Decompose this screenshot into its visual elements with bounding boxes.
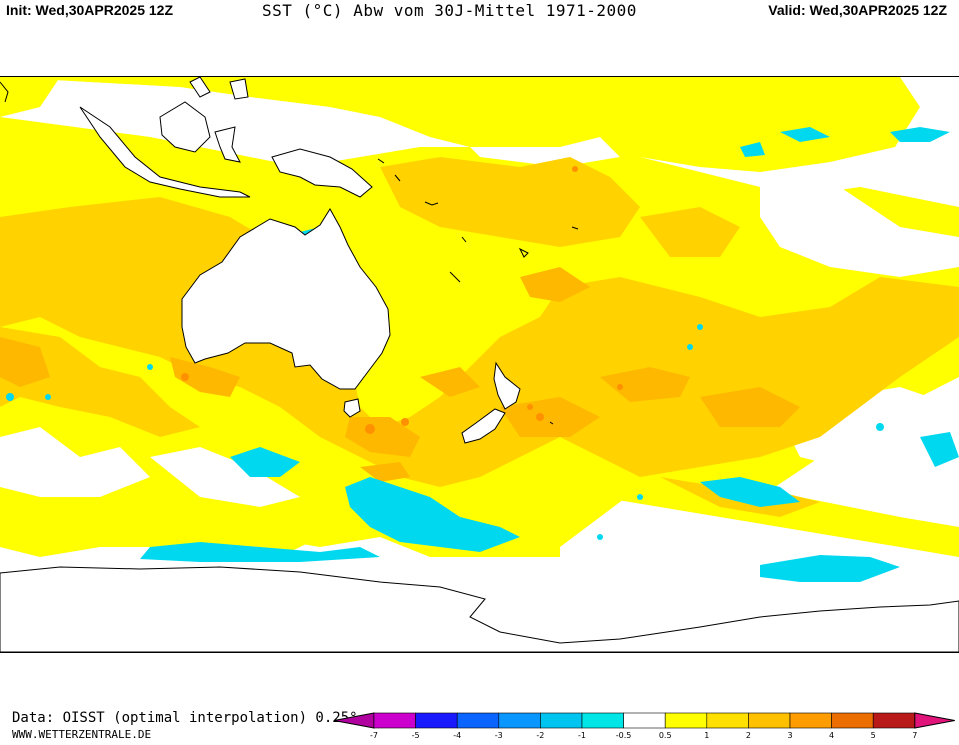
legend-swatch — [415, 712, 458, 729]
color-legend: -7 -5 -4 -3 -2 -1 -0.5 0.5 1 2 3 4 5 7 — [330, 711, 959, 741]
indonesia-landmass — [79, 106, 251, 198]
legend-tick-label: -4 — [453, 731, 461, 740]
legend-swatch — [498, 712, 541, 729]
legend-swatch — [706, 712, 749, 729]
legend-swatch — [789, 712, 832, 729]
legend-tick-label: 4 — [829, 731, 834, 740]
legend-tick-label: -0.5 — [616, 731, 632, 740]
legend-tick-label: -3 — [495, 731, 503, 740]
legend-tick-label: 0.5 — [659, 731, 672, 740]
legend-swatch — [623, 712, 666, 729]
legend-tick-label: -1 — [578, 731, 586, 740]
legend-swatch — [748, 712, 791, 729]
legend-swatch — [373, 712, 416, 729]
legend-tick-label: 5 — [871, 731, 876, 740]
anomaly-warm-very-strong — [181, 166, 623, 434]
new-guinea-landmass — [271, 148, 373, 198]
legend-tick-label: -5 — [412, 731, 420, 740]
data-source: Data: OISST (optimal interpolation) 0.25… — [12, 710, 358, 726]
website-credit: WWW.WETTERZENTRALE.DE — [12, 728, 152, 741]
pacific-islands — [0, 81, 579, 425]
legend-swatch — [664, 712, 708, 729]
land-masses — [0, 77, 959, 652]
map-canvas — [0, 77, 959, 652]
australia-landmass — [181, 208, 391, 390]
legend-tick-label: 1 — [704, 731, 709, 740]
sst-anomaly-map — [0, 76, 959, 653]
valid-time: Valid: Wed,30APR2025 12Z — [768, 2, 947, 18]
new-zealand-north-island — [493, 361, 521, 410]
antarctica-landmass — [0, 566, 959, 652]
tasmania-landmass — [343, 398, 361, 418]
legend-arrow-min — [333, 712, 375, 729]
legend-tick-label: 3 — [787, 731, 792, 740]
anomaly-warm-strong — [0, 267, 800, 482]
legend-swatch — [831, 712, 874, 729]
sulawesi-landmass — [214, 126, 241, 163]
legend-tick-label: 7 — [912, 731, 917, 740]
legend-swatch — [581, 712, 624, 729]
legend-bar: -7 -5 -4 -3 -2 -1 -0.5 0.5 1 2 3 4 5 7 — [333, 712, 955, 740]
legend-tick-label: -2 — [536, 731, 544, 740]
legend-arrow-max — [914, 712, 955, 729]
legend-swatch — [540, 712, 583, 729]
legend-swatch — [872, 712, 916, 729]
legend-tick-label: -7 — [370, 731, 378, 740]
map-title: SST (°C) Abw vom 30J-Mittel 1971-2000 — [262, 1, 637, 20]
borneo-landmass — [159, 101, 211, 153]
legend-tick-label: 2 — [746, 731, 751, 740]
new-zealand-south-island — [461, 408, 506, 444]
anomaly-cold — [6, 127, 959, 582]
legend-swatch — [456, 712, 500, 729]
init-time: Init: Wed,30APR2025 12Z — [6, 2, 174, 18]
